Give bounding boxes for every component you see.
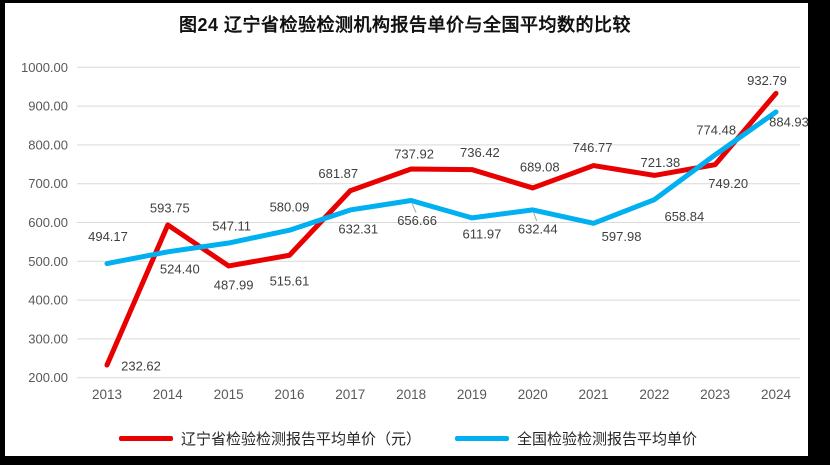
- legend-item-liaoning: 辽宁省检验检测报告平均单价（元）: [118, 428, 421, 449]
- label-leader-1-2018: [411, 203, 417, 213]
- x-tick-label-2015: 2015: [214, 387, 244, 402]
- data-label-0-2013: 232.62: [121, 359, 161, 374]
- data-label-0-2018: 737.92: [394, 146, 434, 161]
- y-tick-label-300: 300.00: [28, 331, 68, 346]
- y-tick-label-600: 600.00: [28, 215, 68, 230]
- x-tick-label-2024: 2024: [761, 387, 792, 402]
- legend-label-national: 全国检验检测报告平均单价: [517, 431, 698, 448]
- x-tick-label-2016: 2016: [274, 387, 304, 402]
- x-tick-label-2019: 2019: [457, 387, 487, 402]
- y-tick-label-400: 400.00: [28, 293, 68, 308]
- data-label-1-2019: 611.97: [463, 226, 502, 241]
- x-tick-label-2014: 2014: [153, 387, 184, 402]
- data-label-1-2014: 524.40: [160, 261, 200, 276]
- legend-swatch-blue-line: [455, 436, 509, 441]
- y-tick-label-700: 700.00: [28, 176, 68, 191]
- data-label-0-2019: 736.42: [460, 145, 500, 160]
- page-border-bottom: [0, 456, 830, 465]
- y-tick-label-1000: 1000.00: [21, 60, 68, 75]
- data-label-1-2021: 597.98: [602, 229, 642, 244]
- series-line-1: [104, 109, 779, 267]
- data-label-0-2022: 721.38: [640, 155, 680, 170]
- data-label-1-2022: 658.84: [664, 209, 704, 224]
- data-label-1-2023: 774.48: [696, 122, 736, 137]
- y-tick-label-900: 900.00: [28, 99, 68, 114]
- x-tick-label-2018: 2018: [396, 387, 426, 402]
- data-label-0-2017: 681.87: [318, 166, 358, 181]
- label-leader-1-2020: [533, 212, 538, 222]
- data-label-1-2024: 884.93: [769, 114, 809, 129]
- data-label-0-2023: 749.20: [708, 176, 748, 191]
- x-tick-label-2020: 2020: [518, 387, 548, 402]
- y-tick-label-500: 500.00: [28, 254, 68, 269]
- data-label-1-2015: 547.11: [212, 219, 251, 234]
- data-label-1-2017: 632.31: [338, 221, 378, 236]
- x-tick-label-2021: 2021: [579, 387, 609, 402]
- data-label-0-2015: 487.99: [214, 277, 254, 292]
- legend-label-liaoning: 辽宁省检验检测报告平均单价（元）: [180, 431, 421, 448]
- x-tick-label-2023: 2023: [700, 387, 730, 402]
- data-label-1-2016: 580.09: [270, 200, 310, 215]
- y-tick-label-800: 800.00: [28, 137, 68, 152]
- page-border-top: [0, 0, 830, 3]
- data-label-1-2018: 656.66: [397, 213, 437, 228]
- chart-title: 图24 辽宁省检验检测机构报告单价与全国平均数的比较: [178, 15, 632, 35]
- y-tick-label-200: 200.00: [28, 370, 68, 385]
- x-tick-label-2017: 2017: [335, 387, 365, 402]
- data-label-1-2020: 632.44: [518, 221, 558, 236]
- x-tick-label-2022: 2022: [639, 387, 669, 402]
- data-label-0-2020: 689.08: [520, 159, 560, 174]
- legend-item-national: 全国检验检测报告平均单价: [455, 428, 697, 449]
- data-label-1-2013: 494.17: [88, 229, 128, 244]
- data-label-0-2016: 515.61: [270, 274, 310, 289]
- chart-legend: 辽宁省检验检测报告平均单价（元） 全国检验检测报告平均单价: [0, 428, 816, 449]
- legend-swatch-red-line: [118, 436, 173, 441]
- series-line-0: [104, 90, 779, 368]
- data-label-0-2021: 746.77: [573, 140, 613, 155]
- data-label-0-2024: 932.79: [747, 73, 787, 88]
- data-label-0-2014: 593.75: [150, 200, 190, 215]
- page-border-left: [0, 0, 5, 465]
- page-border-right: [808, 0, 830, 465]
- x-tick-label-2013: 2013: [92, 387, 122, 402]
